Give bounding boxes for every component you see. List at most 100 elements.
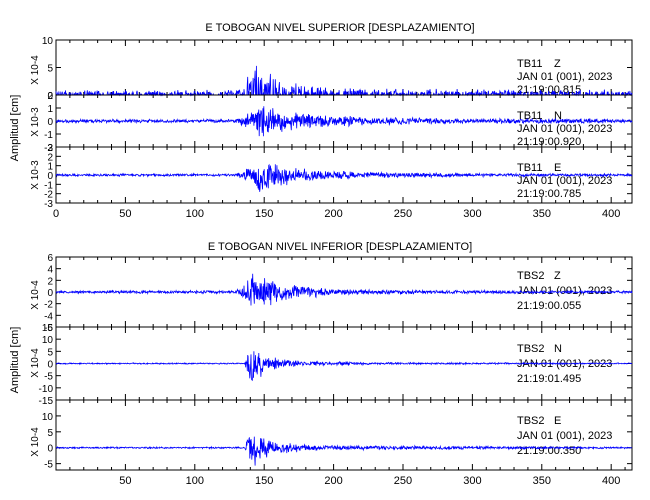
x-tick-label: 100 xyxy=(186,475,204,487)
x-tick-label: 200 xyxy=(324,475,342,487)
y-tick-label: -2 xyxy=(44,143,53,154)
scale-label: X 10-4 xyxy=(30,280,41,310)
scale-label: X 10-4 xyxy=(30,427,41,457)
component-label: E xyxy=(554,415,561,427)
y-tick-label: 0 xyxy=(47,117,53,128)
panel-tbs2-z: X 10-4 TBS2 Z JAN 01 (001), 2023 21:19:0… xyxy=(30,253,633,334)
y-tick-label: 0 xyxy=(47,444,53,455)
y-tick-label: 0 xyxy=(47,171,53,182)
time-label: 21:19:00.055 xyxy=(517,300,581,312)
station-label: TB11 xyxy=(517,110,542,122)
station-label: TB11 xyxy=(517,162,542,174)
y-tick-label: -5 xyxy=(44,460,53,471)
y-tick-label: 5 xyxy=(47,347,53,358)
y-tick-label: 2 xyxy=(47,276,53,287)
y-tick-label: 4 xyxy=(47,265,53,276)
time-label: 21:19:00.920 xyxy=(517,136,581,148)
panel-tbs2-n: X 10-4 TBS2 N JAN 01 (001), 2023 21:19:0… xyxy=(30,323,633,407)
x-tick-label: 150 xyxy=(255,475,273,487)
x-tick-labels-inferior: 50 100 150 200 250 300 350 400 xyxy=(119,475,620,487)
y-tick-label: 2 xyxy=(47,152,53,163)
date-label: JAN 01 (001), 2023 xyxy=(517,175,612,187)
panel-frame xyxy=(55,399,633,471)
waveform-trace xyxy=(55,351,633,382)
y-tick-label: 10 xyxy=(42,412,54,423)
y-tick-label: 0 xyxy=(47,288,53,299)
scale-label: X 10-3 xyxy=(30,160,41,190)
y-tick-label: -2 xyxy=(44,300,53,311)
x-tick-label: 350 xyxy=(533,208,551,220)
x-tick-label: 350 xyxy=(533,475,551,487)
component-label: N xyxy=(554,110,562,122)
x-tick-label: 150 xyxy=(255,208,273,220)
figure-superior: E TOBOGAN NIVEL SUPERIOR [DESPLAZAMIENTO… xyxy=(9,22,633,220)
x-tick-label: 50 xyxy=(119,475,131,487)
y-tick-label: 6 xyxy=(47,253,53,264)
time-label: 21:19:01.495 xyxy=(517,373,581,385)
figure-inferior: E TOBOGAN NIVEL INFERIOR [DESPLAZAMIENTO… xyxy=(9,241,633,487)
component-label: E xyxy=(554,162,561,174)
station-label: TBS2 xyxy=(517,343,545,355)
component-label: Z xyxy=(554,270,561,282)
y-axis-label-inferior: Amplitud [cm] xyxy=(9,327,21,394)
waveform-trace xyxy=(55,65,633,97)
scale-label: X 10-3 xyxy=(30,107,41,137)
y-tick-label: -1 xyxy=(44,180,53,191)
station-label: TBS2 xyxy=(517,270,545,282)
x-tick-labels-superior: 0 50 100 150 200 250 300 350 400 xyxy=(53,208,620,220)
panel-tb11-e: X 10-3 TB11 E JAN 01 (001), 2023 21:19:0… xyxy=(30,143,633,210)
scale-label: X 10-4 xyxy=(30,348,41,378)
y-tick-label: 15 xyxy=(42,323,54,334)
date-label: JAN 01 (001), 2023 xyxy=(517,71,612,83)
panel-tbs2-e: X 10-4 TBS2 E JAN 01 (001), 2023 21:19:0… xyxy=(30,399,633,471)
waveform-trace xyxy=(55,163,633,192)
y-tick-label: -6 xyxy=(44,323,53,334)
time-label: 21:19:00.350 xyxy=(517,445,581,457)
x-tick-label: 250 xyxy=(394,475,412,487)
scale-label: X 10-4 xyxy=(30,55,41,85)
y-tick-label: 5 xyxy=(47,428,53,439)
date-label: JAN 01 (001), 2023 xyxy=(517,123,612,135)
y-tick-label: 10 xyxy=(42,36,54,47)
panel-tb11-n: X 10-3 TB11 N JAN 01 (001), 2023 21:19:0… xyxy=(30,91,633,154)
y-tick-label: -1 xyxy=(44,130,53,141)
component-label: Z xyxy=(554,58,561,70)
y-tick-label: 0 xyxy=(47,91,53,102)
y-axis-label-superior: Amplitud [cm] xyxy=(9,95,21,162)
x-tick-label: 250 xyxy=(394,208,412,220)
waveform-trace xyxy=(55,436,633,466)
y-tick-label: 1 xyxy=(47,104,53,115)
y-tick-label: 3 xyxy=(47,143,53,154)
y-tick-label: -2 xyxy=(44,190,53,201)
station-label: TB11 xyxy=(517,58,542,70)
chart-title-superior: E TOBOGAN NIVEL SUPERIOR [DESPLAZAMIENTO… xyxy=(205,22,474,34)
y-tick-label: -5 xyxy=(44,372,53,383)
y-tick-label: 5 xyxy=(47,64,53,75)
waveform-trace xyxy=(55,273,633,306)
chart-title-inferior: E TOBOGAN NIVEL INFERIOR [DESPLAZAMIENTO… xyxy=(208,241,472,253)
x-tick-label: 50 xyxy=(119,208,131,220)
y-tick-label: -10 xyxy=(39,384,54,395)
y-tick-label: -4 xyxy=(44,311,53,322)
y-tick-label: 2 xyxy=(47,91,53,102)
y-tick-label: -15 xyxy=(39,396,54,407)
date-label: JAN 01 (001), 2023 xyxy=(517,285,612,297)
x-tick-label: 0 xyxy=(53,208,59,220)
waveform-trace xyxy=(55,106,633,137)
y-tick-label: 1 xyxy=(47,162,53,173)
date-label: JAN 01 (001), 2023 xyxy=(517,430,612,442)
x-tick-label: 300 xyxy=(463,475,481,487)
x-tick-label: 200 xyxy=(324,208,342,220)
x-tick-label: 400 xyxy=(602,475,620,487)
y-tick-label: -3 xyxy=(44,199,53,210)
x-tick-label: 100 xyxy=(186,208,204,220)
y-tick-label: 0 xyxy=(47,360,53,371)
component-label: N xyxy=(554,343,562,355)
station-label: TBS2 xyxy=(517,415,545,427)
x-tick-label: 400 xyxy=(602,208,620,220)
x-tick-label: 300 xyxy=(463,208,481,220)
y-tick-label: 10 xyxy=(42,335,54,346)
time-label: 21:19:00.785 xyxy=(517,188,581,200)
panel-tb11-z: X 10-4 TB11 Z JAN 01 (001), 2023 21:19:0… xyxy=(30,36,633,102)
